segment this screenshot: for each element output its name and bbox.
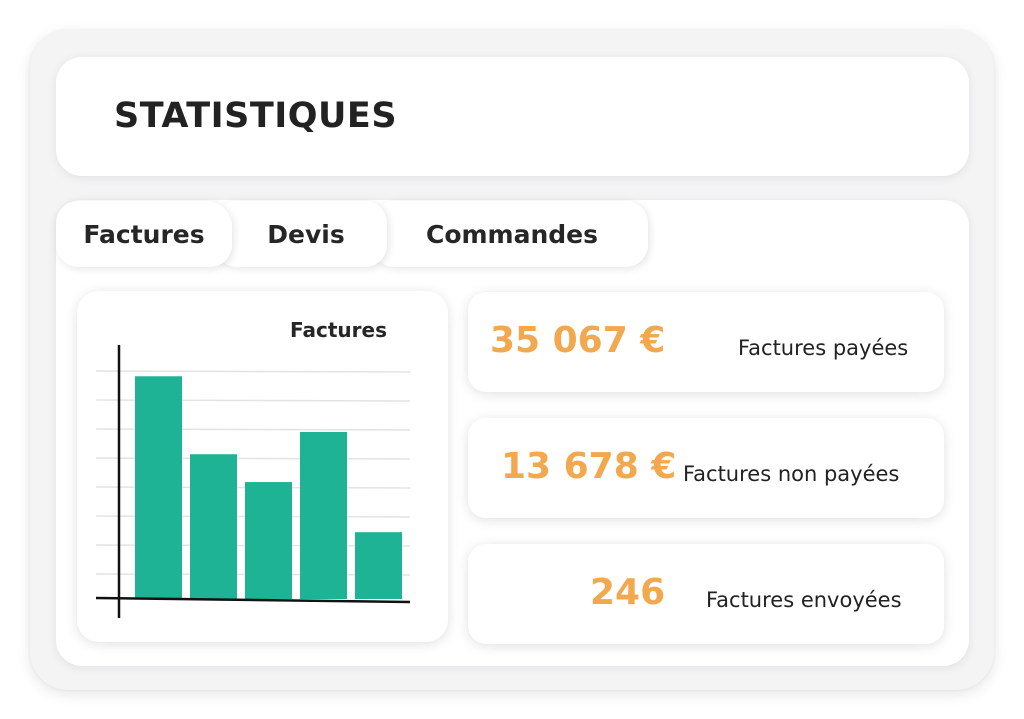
stat-card-envoyees: 246 Factures envoyées <box>468 544 944 644</box>
chart-bars <box>135 376 402 599</box>
x-axis <box>95 596 411 604</box>
bar-chart <box>95 345 411 618</box>
bar-2 <box>190 454 237 599</box>
stat-card-payees: 35 067 € Factures payées <box>468 292 944 392</box>
stat-value: 35 067 € <box>490 320 666 361</box>
tab-factures-label: Factures <box>83 219 205 249</box>
stat-card-non-payees: 13 678 € Factures non payées <box>468 418 944 518</box>
tab-commandes-label: Commandes <box>425 219 599 249</box>
header-card <box>56 57 969 176</box>
stat-value: 246 <box>590 572 666 613</box>
tab-commandes[interactable]: Commandes <box>372 201 648 267</box>
bar-4 <box>300 431 347 599</box>
tab-factures[interactable]: Factures <box>56 201 232 267</box>
bar-3 <box>245 482 292 599</box>
tab-devis-label: Devis <box>267 219 345 249</box>
stat-label: Factures non payées <box>683 462 900 486</box>
grid-line <box>95 370 411 373</box>
bar-1 <box>135 376 182 599</box>
stat-value: 13 678 € <box>501 446 677 487</box>
stat-label: Factures payées <box>738 336 909 360</box>
page-title: STATISTIQUES <box>114 96 398 136</box>
stat-label: Factures envoyées <box>706 588 902 612</box>
chart-title: Factures <box>290 318 387 342</box>
tab-devis[interactable]: Devis <box>215 201 387 267</box>
bar-5 <box>355 532 402 599</box>
